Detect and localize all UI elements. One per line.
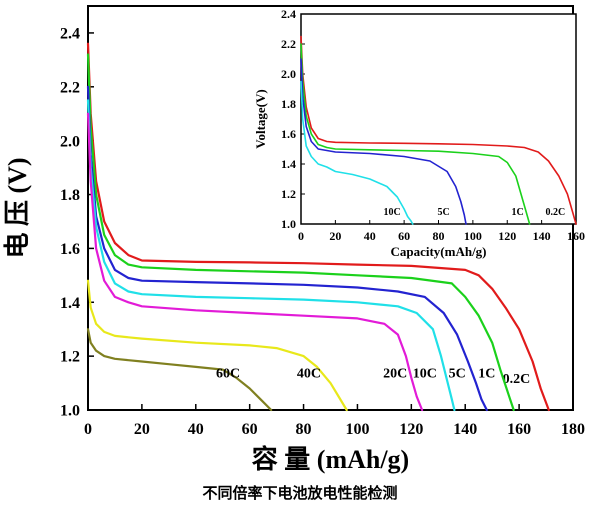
inset-x-tick-label: 120: [498, 229, 516, 243]
main-y-tick-label: 1.0: [60, 403, 80, 420]
main-series-0_2C-line: [86, 42, 550, 412]
main-y-axis-label: 电 压 (V): [3, 157, 32, 258]
main-x-tick-label: 140: [453, 421, 477, 438]
main-x-tick-label: 80: [296, 421, 312, 438]
inset-x-tick-label: 140: [533, 229, 551, 243]
main-series-5C-line: [86, 85, 488, 412]
inset-x-tick-label: 20: [329, 229, 341, 243]
main-x-tick-label: 100: [345, 421, 369, 438]
inset-series-1C-label: 1C: [511, 207, 523, 218]
main-x-tick-label: 180: [561, 421, 585, 438]
inset-x-tick-label: 80: [433, 229, 445, 243]
inset-discharge-chart: 0 20 40 60 80 100 120 140 160 1.0 1.2 1.4 1.6 1.8 2.0 2…: [253, 7, 585, 259]
inset-y-tick-label: 1.0: [281, 217, 296, 231]
main-series-10C-line: [86, 99, 456, 412]
inset-y-tick-label: 1.4: [281, 157, 296, 171]
inset-series-1C-line: [300, 43, 531, 225]
inset-y-tick-label: 2.2: [281, 37, 296, 51]
main-series-60C-line: [86, 328, 273, 412]
main-x-tick-label: 40: [188, 421, 204, 438]
inset-series-10C-line: [300, 80, 414, 225]
main-series-0_2C-label: 0.2C: [503, 372, 531, 387]
main-series-40C-line: [86, 279, 348, 412]
inset-x-axis-label: Capacity(mAh/g): [390, 244, 486, 259]
main-y-tick-label: 1.4: [60, 295, 80, 312]
main-series-5C-label: 5C: [449, 367, 466, 382]
inset-series-5C-label: 5C: [438, 207, 450, 218]
inset-x-tick-label: 40: [364, 229, 376, 243]
main-series-20C-label: 20C: [383, 367, 407, 382]
inset-y-tick-label: 1.6: [281, 127, 296, 141]
inset-series-5C-line: [300, 58, 467, 225]
main-x-tick-label: 20: [134, 421, 150, 438]
inset-series-0_2C-line: [300, 35, 577, 225]
main-y-tick-label: 2.2: [60, 79, 80, 96]
inset-y-tick-label: 2.0: [281, 67, 296, 81]
inset-series-10C-label: 10C: [383, 207, 400, 218]
main-y-tick-label: 1.2: [60, 349, 80, 366]
inset-x-tick-label: 0: [298, 229, 304, 243]
main-x-tick-label: 60: [242, 421, 258, 438]
main-x-tick-label: 0: [84, 421, 92, 438]
main-series-40C-label: 40C: [297, 367, 321, 382]
inset-plot-frame: [300, 13, 577, 225]
main-series-1C-line: [86, 53, 515, 412]
inset-x-tick-label: 60: [398, 229, 410, 243]
inset-y-tick-label: 1.2: [281, 187, 296, 201]
main-x-axis-label: 容 量 (mAh/g): [252, 444, 409, 474]
inset-series-0_2C-label: 0.2C: [546, 207, 566, 218]
main-series-10C-label: 10C: [413, 367, 437, 382]
main-y-tick-label: 1.6: [60, 241, 80, 258]
main-x-tick-label: 160: [507, 421, 531, 438]
inset-x-tick-label: 100: [464, 229, 482, 243]
main-y-tick-label: 2.4: [60, 26, 80, 43]
main-y-tick-label: 1.8: [60, 187, 80, 204]
figure-caption: 不同倍率下电池放电性能检测: [202, 484, 398, 502]
inset-y-axis-label: Voltage(V): [253, 89, 268, 148]
inset-y-tick-label: 1.8: [281, 97, 296, 111]
main-series-1C-label: 1C: [478, 367, 495, 382]
main-x-tick-label: 120: [399, 421, 423, 438]
main-y-tick-label: 2.0: [60, 133, 80, 150]
main-series-20C-line: [86, 112, 424, 412]
main-series-60C-label: 60C: [216, 367, 240, 382]
inset-x-tick-label: 160: [567, 229, 585, 243]
inset-y-tick-label: 2.4: [281, 7, 296, 21]
